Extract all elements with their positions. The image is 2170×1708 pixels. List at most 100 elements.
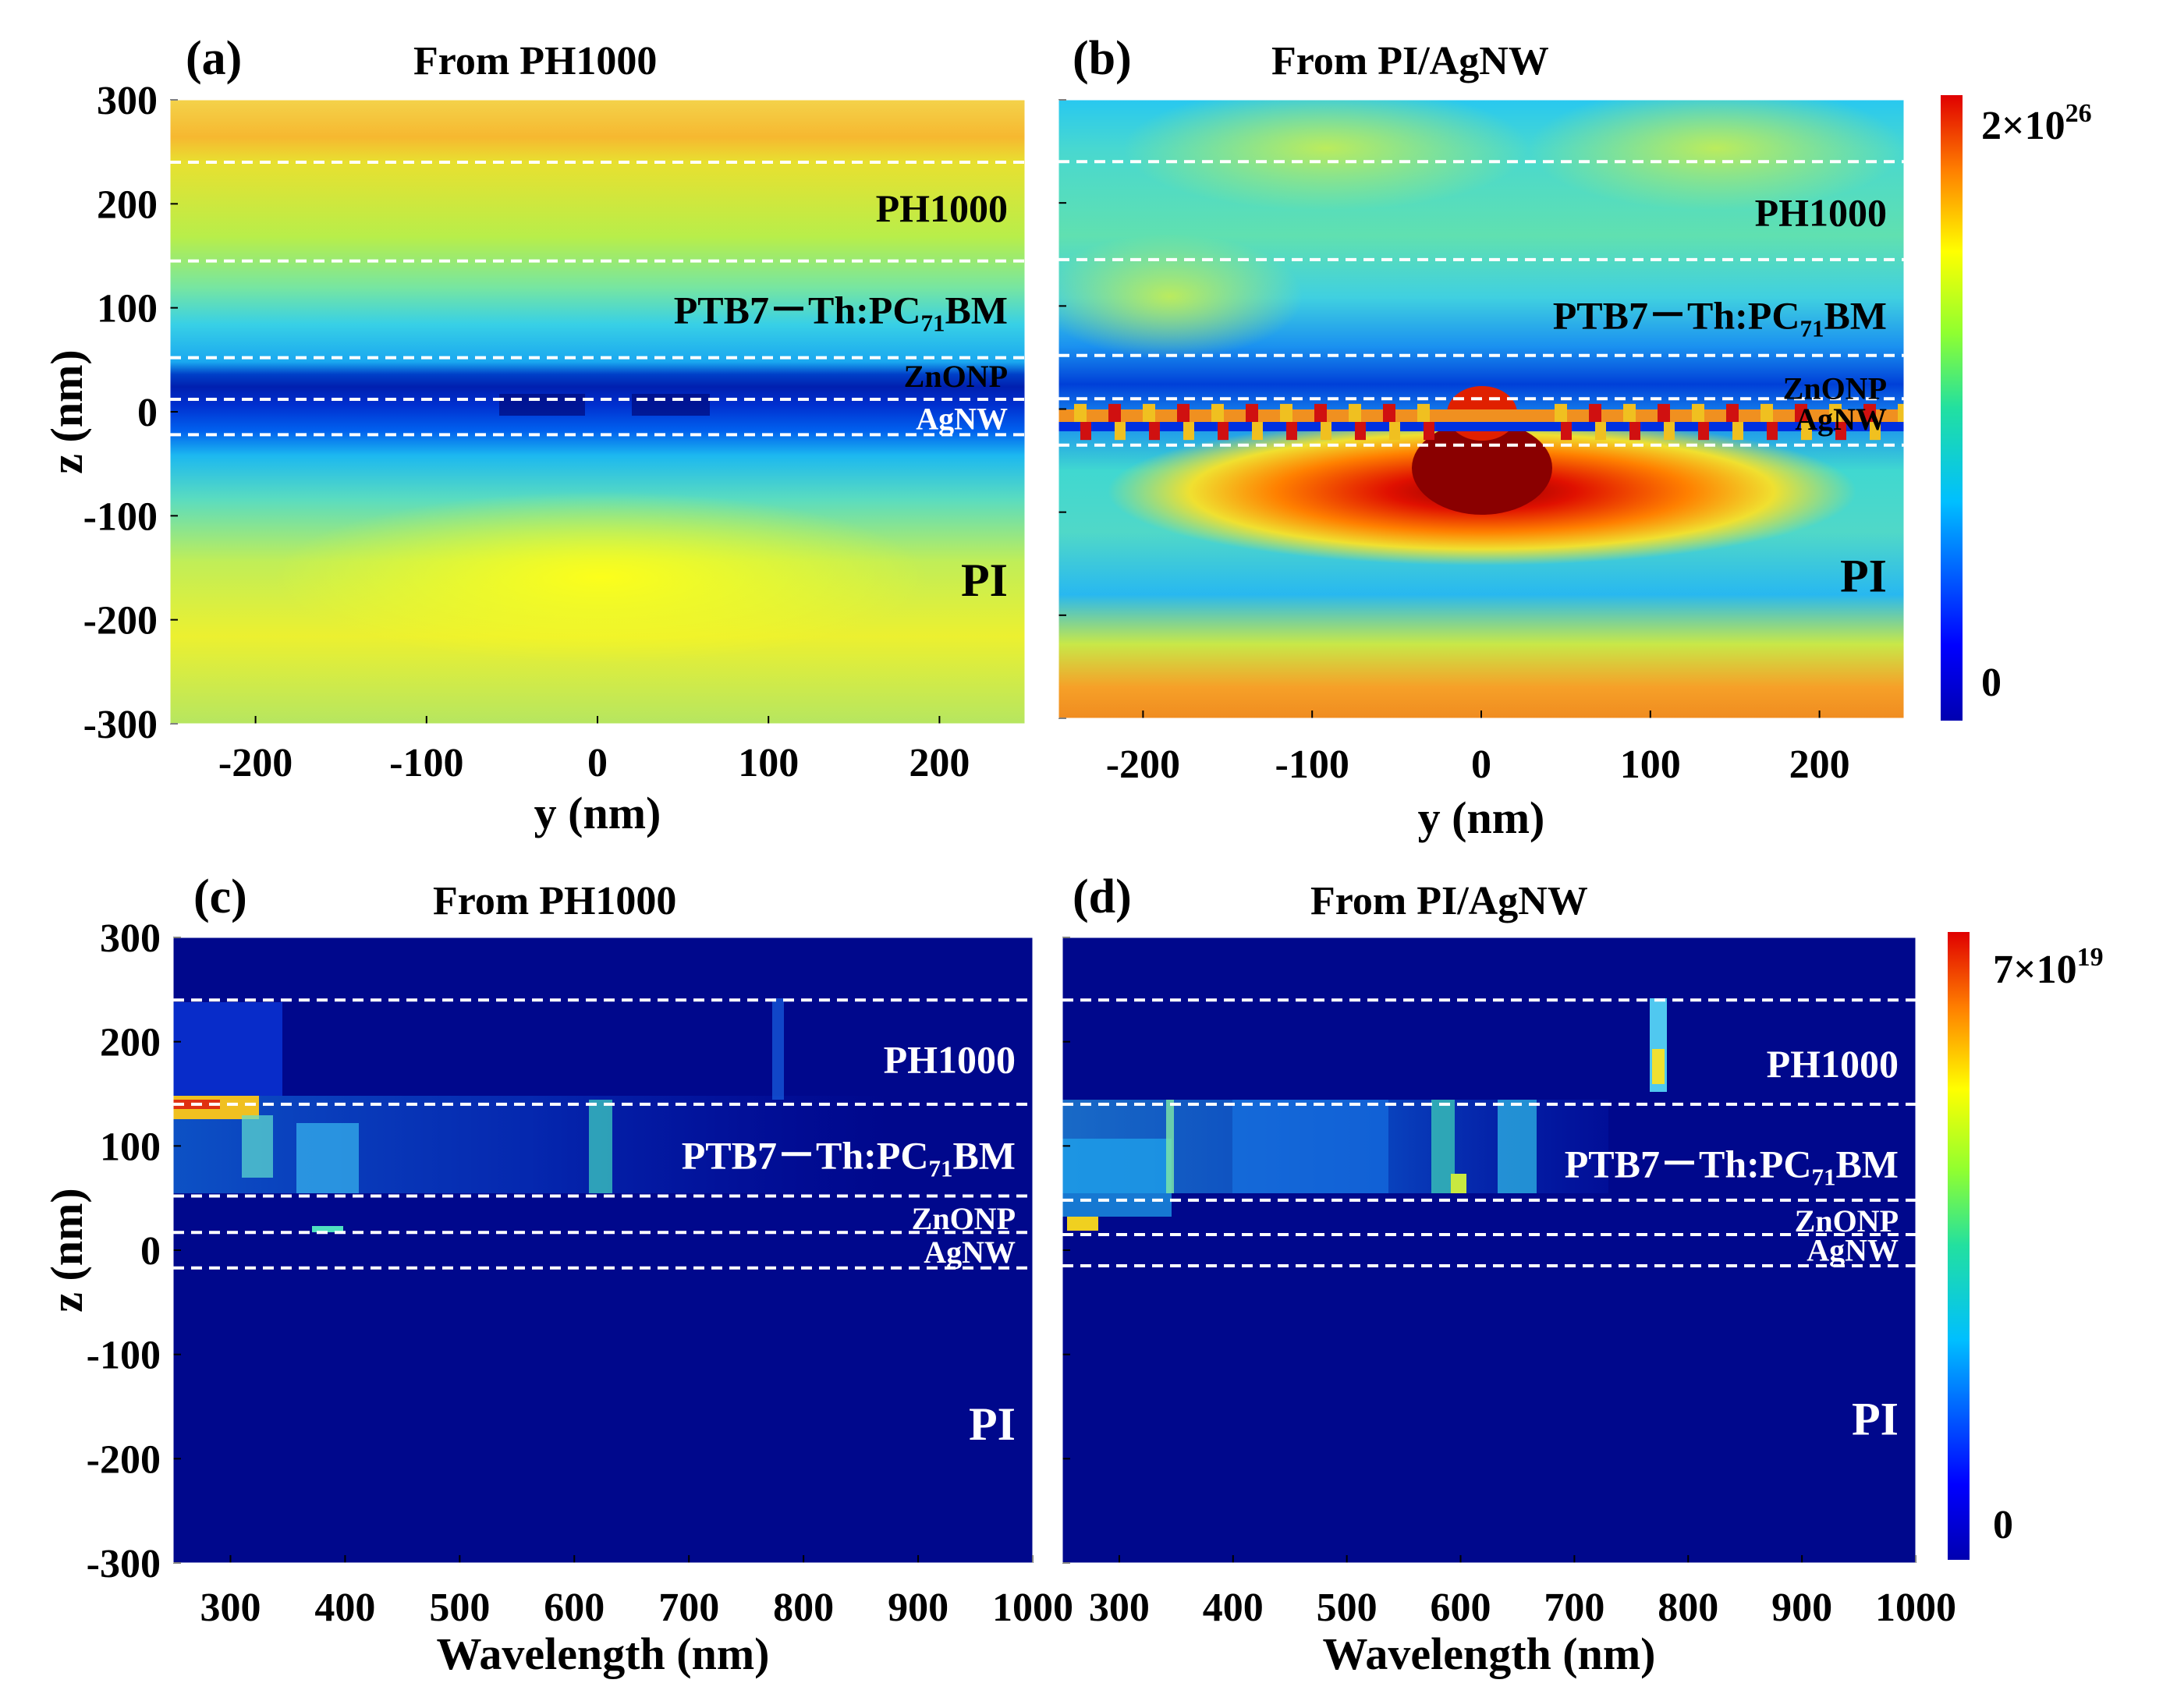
agnw-cell	[1177, 403, 1190, 423]
x-tick-label: 100	[738, 741, 799, 785]
agnw-cell	[1595, 422, 1606, 441]
panel-title: From PI/AgNW	[1310, 879, 1588, 923]
y-tick-label: 200	[97, 182, 158, 227]
plot-frame	[169, 99, 1026, 725]
heatmap-a	[170, 100, 1025, 724]
agnw-cell	[1424, 422, 1434, 441]
layer-label: PI	[961, 555, 1008, 606]
layer-label: PTB7－Th:PC71BM	[1553, 294, 1887, 342]
layer-label: AgNW	[1795, 402, 1887, 437]
x-tick-label: -100	[1275, 742, 1349, 787]
x-tick-label: 500	[1317, 1586, 1378, 1630]
x-tick-label: 700	[658, 1586, 719, 1630]
x-tick-label: 600	[1431, 1586, 1491, 1630]
x-tick-label: 800	[773, 1586, 834, 1630]
agnw-cell	[1835, 422, 1846, 441]
x-axis-label: Wavelength (nm)	[437, 1628, 770, 1679]
agnw-cell	[1355, 422, 1366, 441]
agnw-cell	[1664, 422, 1675, 441]
y-axis-label: z (nm)	[41, 1188, 92, 1312]
y-tick-label: 300	[100, 916, 161, 961]
agnw-cell	[1760, 403, 1773, 423]
x-tick-label: 1000	[992, 1586, 1073, 1630]
agnw-cell	[1870, 422, 1881, 441]
agnw-cell	[1698, 422, 1709, 441]
panel-title: From PI/AgNW	[1271, 39, 1549, 83]
colorbar-b-max: 2×1026	[1981, 99, 2092, 148]
y-tick-label: 0	[137, 391, 158, 435]
agnw-cell	[1211, 403, 1224, 423]
agnw-cell	[1115, 422, 1126, 441]
panel-a: PH1000 PTB7－Th:PC71BM ZnONP AgNW PI (a) From …	[41, 32, 1026, 838]
x-tick-label: 600	[544, 1586, 605, 1630]
layer-label: PH1000	[884, 1038, 1016, 1082]
layer-label: PTB7－Th:PC71BM	[674, 289, 1008, 337]
agnw-cell	[1904, 422, 1915, 440]
agnw-cell	[1561, 422, 1572, 441]
panel-label: (a)	[186, 32, 242, 85]
x-tick-label: 0	[1471, 742, 1491, 787]
y-tick-label: -200	[83, 599, 158, 643]
plot-frame	[1062, 937, 1916, 1564]
layer-label: PH1000	[876, 186, 1008, 230]
layer-label: ZnONP	[1783, 370, 1887, 406]
y-tick-label: -100	[83, 494, 158, 539]
layer-label: PTB7－Th:PC71BM	[682, 1134, 1016, 1182]
x-tick-label: 500	[429, 1586, 490, 1630]
agnw-cell	[1863, 403, 1876, 423]
agnw-cell	[1286, 422, 1297, 441]
agnw-cell	[1149, 422, 1160, 441]
y-tick-label: 100	[97, 287, 158, 331]
y-tick-label: 100	[100, 1125, 161, 1169]
y-tick-label: -300	[87, 1542, 161, 1586]
layer-label: AgNW	[916, 402, 1008, 437]
y-tick-label: 0	[140, 1229, 161, 1274]
x-tick-label: 200	[909, 741, 970, 785]
agnw-cell	[1417, 403, 1430, 423]
y-tick-label: -100	[87, 1334, 161, 1378]
agnw-cell	[1252, 422, 1263, 441]
colorbar-b-gradient	[1941, 95, 1963, 721]
colorbar-d-gradient	[1948, 932, 1970, 1560]
agnw-cell	[1658, 403, 1670, 423]
colorbar-d: 7×1019 0	[1948, 932, 2104, 1560]
x-tick-label: 800	[1658, 1586, 1718, 1630]
agnw-cell	[1829, 403, 1842, 423]
colorbar-b-min: 0	[1981, 661, 2002, 705]
layer-label: ZnONP	[904, 359, 1008, 394]
agnw-cell	[1183, 422, 1194, 441]
x-tick-label: 700	[1544, 1586, 1604, 1630]
panel-label: (b)	[1073, 32, 1132, 85]
x-tick-label: 1000	[1875, 1586, 1956, 1630]
agnw-cell	[1555, 403, 1567, 423]
x-tick-label: 400	[1203, 1586, 1264, 1630]
x-axis-label: y (nm)	[534, 788, 661, 838]
layer-label: PI	[1852, 1394, 1899, 1445]
layer-label: ZnONP	[1795, 1203, 1899, 1238]
panel-label: (d)	[1073, 870, 1132, 923]
agnw-cell	[1732, 422, 1743, 441]
agnw-cell	[1280, 403, 1292, 423]
heatmap-c	[173, 937, 1033, 1563]
agnw-cell	[1246, 403, 1258, 423]
x-tick-label: -200	[1106, 742, 1180, 787]
layer-label: ZnONP	[912, 1201, 1016, 1236]
agnw-cell	[1726, 403, 1739, 423]
agnw-cell	[1314, 403, 1327, 423]
layer-label: PI	[1840, 551, 1887, 602]
agnw-cell	[1623, 403, 1636, 423]
y-tick-label: -200	[87, 1437, 161, 1482]
layer-label: AgNW	[924, 1235, 1016, 1270]
x-tick-label: 0	[587, 741, 608, 785]
panel-title: From PH1000	[413, 39, 657, 83]
layer-label: PH1000	[1755, 190, 1887, 234]
agnw-cell	[1692, 403, 1704, 423]
x-tick-label: -200	[218, 741, 293, 785]
x-axis-label: Wavelength (nm)	[1323, 1628, 1656, 1679]
x-tick-label: 300	[200, 1586, 261, 1630]
agnw-cell	[1795, 403, 1807, 423]
x-tick-label: 400	[314, 1586, 375, 1630]
heatmap-d	[1062, 937, 1916, 1563]
